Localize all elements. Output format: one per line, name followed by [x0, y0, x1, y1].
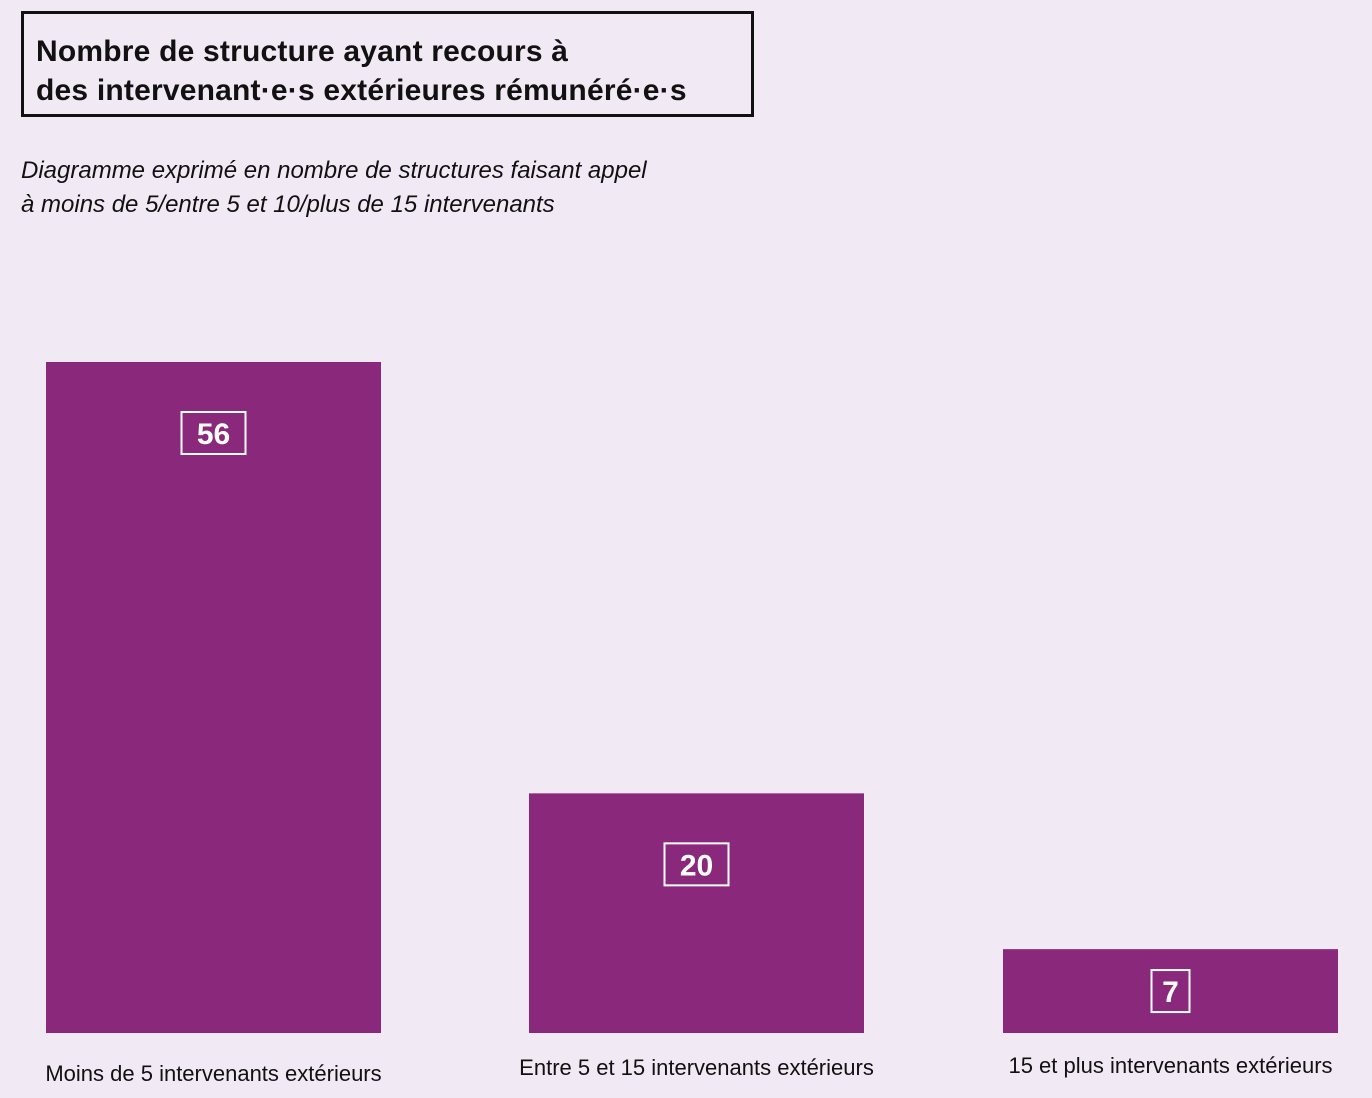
chart-subtitle: Diagramme exprimé en nombre de structure…: [21, 154, 647, 222]
category-label-3: 15 et plus intervenants extérieurs: [1008, 1053, 1332, 1078]
chart-title-line-1: Nombre de structure ayant recours à: [36, 35, 569, 68]
category-label-2: Entre 5 et 15 intervenants extérieurs: [519, 1055, 874, 1080]
bar-2: [529, 793, 864, 1033]
chart-title-box: Nombre de structure ayant recours à des …: [21, 11, 754, 117]
bar-1: [46, 362, 381, 1033]
data-label-box-3: [1150, 969, 1191, 1014]
data-label-box-2: [663, 842, 730, 887]
data-label-1: 56: [197, 418, 230, 451]
chart-subtitle-line-1: Diagramme exprimé en nombre de structure…: [21, 157, 647, 184]
chart-title-line-2: des intervenant·e·s extérieures rémunéré…: [36, 74, 687, 107]
data-label-box-1: [180, 411, 247, 455]
category-label-1: Moins de 5 intervenants extérieurs: [45, 1061, 381, 1086]
data-label-3: 7: [1162, 976, 1179, 1009]
data-label-2: 20: [680, 849, 713, 882]
chart-subtitle-line-2: à moins de 5/entre 5 et 10/plus de 15 in…: [21, 191, 555, 218]
bar-3: [1003, 949, 1338, 1033]
